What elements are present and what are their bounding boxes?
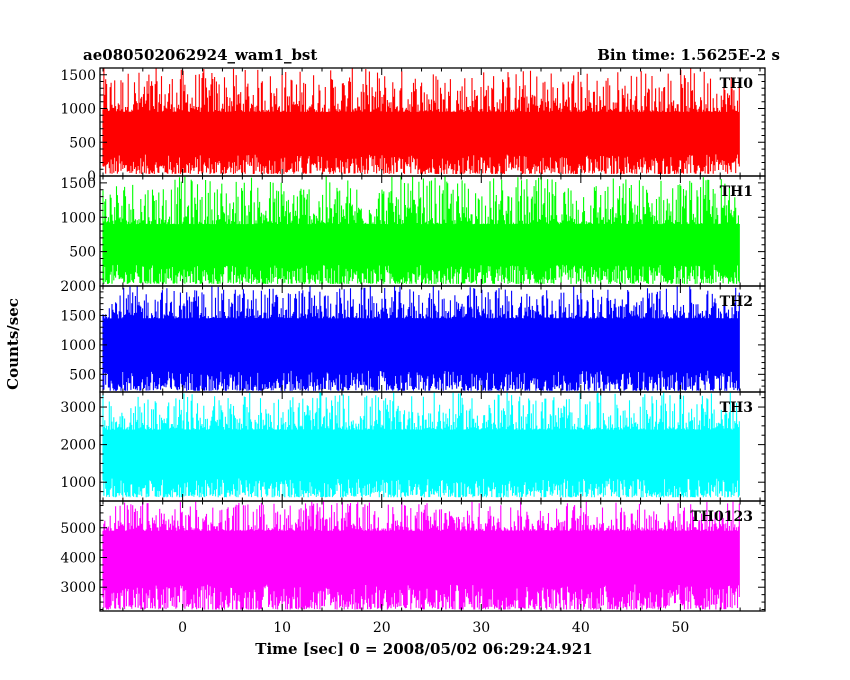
panels-group: 050010001500TH050010001500TH150010001500…: [60, 67, 766, 636]
panel-th2: 500 1000 1500 2000 TH2: [60, 279, 766, 393]
panel-th0: 0 500 1000 1500 TH0: [60, 67, 766, 185]
x-tick-label: 20: [373, 620, 391, 636]
y-tick-label: 1000: [60, 210, 96, 226]
panel-label-th0123: TH0123: [690, 509, 753, 525]
series-th0123: [102, 501, 740, 610]
x-tick-label: 0: [178, 620, 187, 636]
y-tick-label: 500: [69, 135, 96, 151]
x-axis-label: Time [sec] 0 = 2008/05/02 06:29:24.921: [255, 640, 592, 658]
x-tick-label: 30: [472, 620, 490, 636]
y-tick-label: 500: [69, 367, 96, 383]
y-tick-label: 1000: [60, 338, 96, 354]
x-tick-label: 10: [273, 620, 291, 636]
panel-label-th3: TH3: [720, 400, 753, 416]
panel-label-th1: TH1: [720, 184, 753, 200]
panel-th1: 500 1000 1500 TH1: [60, 175, 766, 287]
y-tick-label: 5000: [60, 521, 96, 537]
x-tick-label: 40: [572, 620, 590, 636]
series-th3: [102, 392, 740, 498]
panel-frame: [99, 500, 766, 612]
panel-label-th2: TH2: [720, 294, 753, 310]
panel-label-th0: TH0: [720, 76, 754, 92]
chart-title: ae080502062924_wam1_bst: [83, 46, 317, 64]
y-axis-label: Counts/sec: [4, 298, 22, 390]
y-tick-label: 0: [87, 169, 96, 185]
y-tick-label: 3000: [60, 580, 96, 596]
y-tick-label: 2000: [60, 438, 96, 454]
y-tick-label: 1500: [60, 308, 96, 324]
bin-time-label: Bin time: 1.5625E-2 s: [597, 46, 780, 64]
series-th1: [102, 176, 740, 284]
series-th0: [102, 68, 740, 174]
series-th2: [102, 286, 740, 391]
y-tick-label: 4000: [60, 550, 96, 566]
y-tick-label: 1000: [60, 102, 96, 118]
y-tick-label: 2000: [60, 279, 96, 295]
x-tick-label: 50: [671, 620, 689, 636]
y-tick-label: 1500: [60, 68, 96, 84]
panel-th3: 1000 2000 3000 TH3: [60, 391, 766, 502]
y-tick-label: 500: [69, 245, 96, 261]
y-tick-label: 1000: [60, 475, 96, 491]
panel-th0123: 3000 4000 5000 TH0123: [60, 500, 766, 612]
y-tick-label: 1500: [60, 176, 96, 192]
y-tick-label: 3000: [60, 400, 96, 416]
